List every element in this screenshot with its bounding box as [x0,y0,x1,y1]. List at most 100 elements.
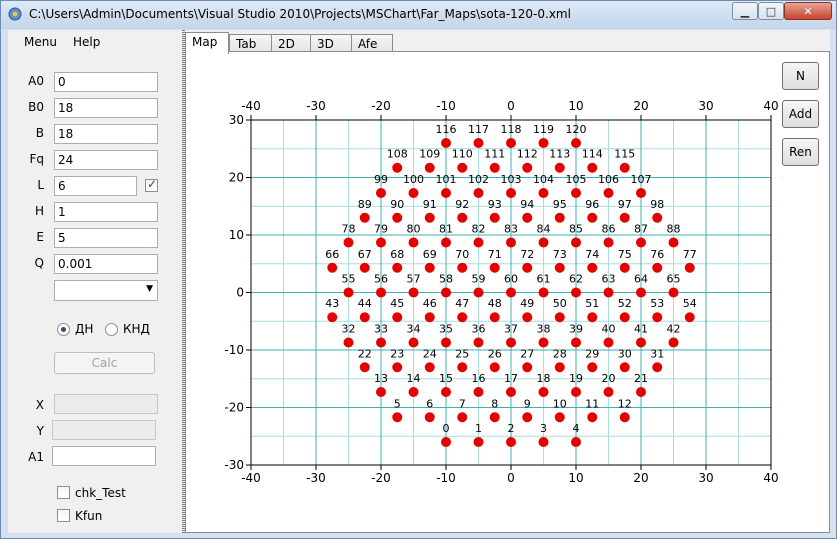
point-label: 89 [358,198,372,211]
title-bar[interactable]: C:\Users\Admin\Documents\Visual Studio 2… [1,1,836,29]
maximize-button[interactable]: □ [758,2,784,20]
q-field[interactable] [54,254,158,274]
mode-select[interactable]: ▼ [54,280,158,301]
data-point [619,162,630,173]
data-point [506,287,516,298]
data-point [359,212,370,223]
point-label: 58 [439,273,453,286]
point-label: 87 [634,222,648,235]
point-label: 19 [569,372,583,385]
data-point [489,212,500,223]
point-label: 9 [524,397,531,410]
tab-tab[interactable]: Tab [229,34,272,52]
a0-label: A0 [28,74,44,88]
point-label: 13 [374,372,388,385]
panel-splitter[interactable] [182,30,185,533]
a0-field[interactable] [54,72,158,92]
point-label: 111 [484,148,505,161]
tab-3d[interactable]: 3D [310,34,352,52]
fq-field[interactable] [54,150,158,170]
data-point [603,337,614,348]
point-label: 68 [390,248,404,261]
point-label: 86 [602,222,616,235]
data-point [619,212,630,223]
l-checkbox[interactable] [145,177,158,192]
l-label: L [37,178,44,192]
point-label: 38 [537,323,551,336]
x-field[interactable] [54,394,158,414]
add-button[interactable]: Add [782,100,819,128]
kfun-checkbox[interactable] [57,509,70,522]
x-tick-label: -20 [371,471,391,485]
data-point [489,262,500,273]
data-point [587,262,598,273]
tab-2d[interactable]: 2D [271,34,311,52]
data-point [538,237,549,248]
data-point [376,287,386,298]
y-field[interactable] [52,420,156,440]
point-label: 102 [468,173,489,186]
data-point [571,287,581,298]
data-point [571,188,581,199]
b0-field[interactable] [54,98,158,118]
data-point [441,386,451,397]
e-field[interactable] [54,228,158,248]
close-button[interactable]: ✕ [784,2,832,20]
radio-knd-label: КНД [123,322,150,336]
radio-knd[interactable] [105,323,118,336]
point-label: 69 [423,248,437,261]
a1-label: A1 [28,450,44,464]
data-point [473,237,484,248]
point-label: 110 [452,148,473,161]
point-label: 35 [439,323,453,336]
menu-menu[interactable]: Menu [24,35,57,49]
data-point [489,162,500,173]
point-label: 37 [504,323,518,336]
point-label: 73 [553,248,567,261]
y-tick-label: -30 [224,458,244,472]
point-label: 91 [423,198,437,211]
data-point [473,437,484,447]
radio-dn[interactable] [57,323,70,336]
data-point [408,188,419,199]
data-point [506,337,516,348]
data-point [522,262,533,273]
a1-field[interactable] [52,446,156,466]
chk-test-checkbox[interactable] [57,486,70,499]
h-field[interactable] [54,202,158,222]
point-label: 56 [374,273,388,286]
data-point [441,437,451,447]
calc-button[interactable]: Calc [54,352,155,374]
point-label: 79 [374,222,388,235]
parameters-panel: A0 B0 B Fq L H E Q ▼ ДН КНД [8,52,182,533]
fq-label: Fq [29,152,44,166]
menu-help[interactable]: Help [73,35,101,49]
data-point [473,337,484,348]
data-point [684,312,695,323]
tab-afe[interactable]: Afe [351,34,393,52]
ren-button[interactable]: Ren [782,138,819,166]
data-point [652,262,663,273]
y-tick-label: 20 [229,171,244,185]
l-field[interactable] [54,176,137,196]
chevron-down-icon: ▼ [146,284,153,294]
point-label: 117 [468,123,489,136]
n-button[interactable]: N [782,62,819,90]
data-point [457,362,468,373]
data-point [538,386,549,397]
scatter-chart[interactable]: -40-40-30-30-20-20-10-100010102020303040… [194,56,784,496]
minimize-button[interactable]: ▁ [732,2,758,20]
point-label: 70 [455,248,469,261]
point-label: 63 [602,273,616,286]
data-point [668,287,679,298]
kfun-label: Kfun [75,509,103,523]
data-point [392,312,403,323]
tab-map[interactable]: Map [185,32,229,54]
data-point [392,212,403,223]
b-field[interactable] [54,124,158,144]
x-tick-label: -40 [241,471,261,485]
point-label: 54 [683,297,697,310]
data-point [392,412,403,423]
x-tick-label: -10 [436,471,456,485]
x-label: X [35,398,44,412]
